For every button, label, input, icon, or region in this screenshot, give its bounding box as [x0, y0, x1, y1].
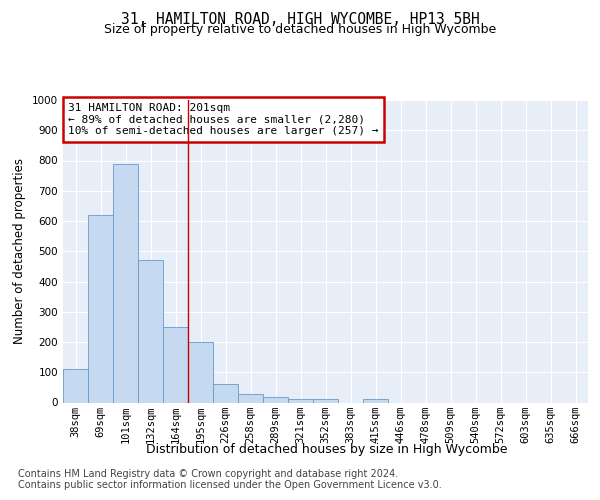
Text: Distribution of detached houses by size in High Wycombe: Distribution of detached houses by size …: [146, 442, 508, 456]
Text: 31 HAMILTON ROAD: 201sqm
← 89% of detached houses are smaller (2,280)
10% of sem: 31 HAMILTON ROAD: 201sqm ← 89% of detach…: [68, 103, 379, 136]
Bar: [63, 369, 88, 402]
Bar: [263, 397, 288, 402]
Bar: [88, 215, 113, 402]
Bar: [313, 400, 338, 402]
Text: Contains HM Land Registry data © Crown copyright and database right 2024.: Contains HM Land Registry data © Crown c…: [18, 469, 398, 479]
Bar: [288, 398, 313, 402]
Bar: [113, 164, 138, 402]
Bar: [138, 260, 163, 402]
Y-axis label: Number of detached properties: Number of detached properties: [13, 158, 26, 344]
Bar: [213, 384, 238, 402]
Bar: [188, 342, 213, 402]
Bar: [238, 394, 263, 402]
Text: 31, HAMILTON ROAD, HIGH WYCOMBE, HP13 5BH: 31, HAMILTON ROAD, HIGH WYCOMBE, HP13 5B…: [121, 12, 479, 28]
Text: Size of property relative to detached houses in High Wycombe: Size of property relative to detached ho…: [104, 24, 496, 36]
Text: Contains public sector information licensed under the Open Government Licence v3: Contains public sector information licen…: [18, 480, 442, 490]
Bar: [163, 327, 188, 402]
Bar: [363, 400, 388, 402]
